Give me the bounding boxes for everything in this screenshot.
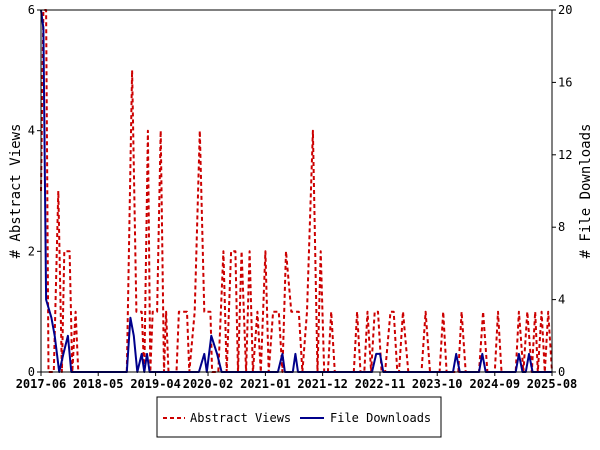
- legend-label-file-downloads: File Downloads: [330, 411, 431, 425]
- x-tick-label: 2024-09: [469, 377, 520, 391]
- legend-box: [156, 396, 442, 438]
- x-tick-label: 2018-05: [73, 377, 124, 391]
- left-axis: 0 2 4 6: [28, 3, 41, 379]
- x-tick-label: 2022-11: [355, 377, 406, 391]
- right-tick-label: 8: [558, 220, 565, 234]
- right-tick-label: 12: [558, 148, 572, 162]
- left-tick-label: 6: [28, 3, 35, 17]
- x-tick-label: 2017-06: [16, 377, 67, 391]
- right-tick-label: 20: [558, 3, 572, 17]
- legend: Abstract Views File Downloads: [156, 396, 442, 438]
- series-line-abstract-views: [40, 9, 553, 373]
- x-tick-label: 2023-10: [412, 377, 463, 391]
- bottom-axis: 2017-06 2018-05 2019-04 2020-02 2021-01 2021-…: [16, 372, 578, 391]
- left-tick-label: 0: [28, 365, 35, 379]
- x-tick-label: 2025-08: [527, 377, 578, 391]
- right-tick-label: 16: [558, 75, 572, 89]
- legend-label-abstract-views: Abstract Views: [190, 411, 291, 425]
- x-tick-label: 2020-02: [183, 377, 234, 391]
- left-tick-label: 2: [28, 244, 35, 258]
- right-tick-label: 0: [558, 365, 565, 379]
- x-tick-label: 2019-04: [130, 377, 181, 391]
- x-tick-label: 2021-01: [240, 377, 291, 391]
- x-tick-label: 2021-12: [297, 377, 348, 391]
- right-axis: 0 4 8 12 16 20: [552, 3, 572, 379]
- plot-frame: [40, 9, 553, 373]
- left-axis-label: # Abstract Views: [8, 124, 24, 259]
- right-axis-label: # File Downloads: [578, 124, 594, 259]
- left-tick-label: 4: [28, 124, 35, 138]
- right-tick-label: 4: [558, 293, 565, 307]
